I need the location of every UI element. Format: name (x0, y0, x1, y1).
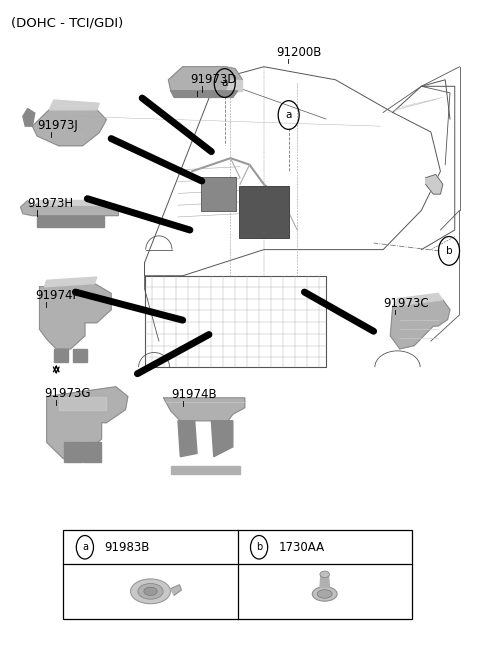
Polygon shape (84, 442, 101, 462)
Polygon shape (426, 174, 443, 194)
Text: b: b (446, 246, 452, 256)
Polygon shape (171, 91, 238, 97)
Ellipse shape (320, 571, 329, 578)
Text: 91973J: 91973J (37, 119, 78, 132)
Polygon shape (37, 201, 104, 205)
Polygon shape (64, 442, 82, 462)
Polygon shape (168, 67, 242, 91)
Text: a: a (82, 543, 88, 552)
Polygon shape (320, 576, 329, 587)
Text: a: a (286, 110, 292, 120)
Polygon shape (49, 100, 99, 110)
Text: 91974F: 91974F (35, 289, 79, 302)
Text: 91983B: 91983B (104, 541, 149, 554)
Polygon shape (226, 80, 242, 91)
Polygon shape (54, 349, 68, 362)
Polygon shape (171, 466, 240, 474)
Polygon shape (23, 108, 35, 126)
Text: 91200B: 91200B (276, 46, 321, 59)
Polygon shape (390, 300, 450, 349)
Text: 91973H: 91973H (28, 197, 74, 211)
Polygon shape (21, 201, 33, 216)
Text: 1730AA: 1730AA (278, 541, 324, 554)
Polygon shape (33, 103, 107, 146)
Polygon shape (178, 420, 197, 457)
Text: (DOHC - TCI/GDI): (DOHC - TCI/GDI) (11, 16, 123, 30)
Ellipse shape (144, 587, 157, 596)
Text: 91973G: 91973G (44, 387, 91, 400)
Polygon shape (37, 216, 104, 227)
Text: a: a (222, 78, 228, 88)
Polygon shape (393, 293, 443, 306)
Ellipse shape (317, 590, 332, 598)
Polygon shape (47, 387, 128, 459)
Ellipse shape (131, 579, 170, 604)
Ellipse shape (312, 586, 337, 601)
Text: 91974B: 91974B (171, 388, 216, 401)
Polygon shape (39, 283, 111, 349)
Polygon shape (73, 349, 87, 362)
Polygon shape (33, 201, 118, 216)
FancyBboxPatch shape (239, 186, 288, 238)
Polygon shape (59, 397, 107, 409)
Polygon shape (170, 584, 181, 595)
Text: 91973C: 91973C (383, 297, 429, 310)
Polygon shape (211, 420, 233, 457)
Text: 91973D: 91973D (190, 73, 236, 87)
Polygon shape (44, 277, 97, 287)
Ellipse shape (138, 583, 163, 599)
FancyBboxPatch shape (201, 177, 236, 211)
Text: b: b (256, 543, 262, 552)
Bar (63, 531, 412, 619)
Polygon shape (164, 398, 245, 420)
